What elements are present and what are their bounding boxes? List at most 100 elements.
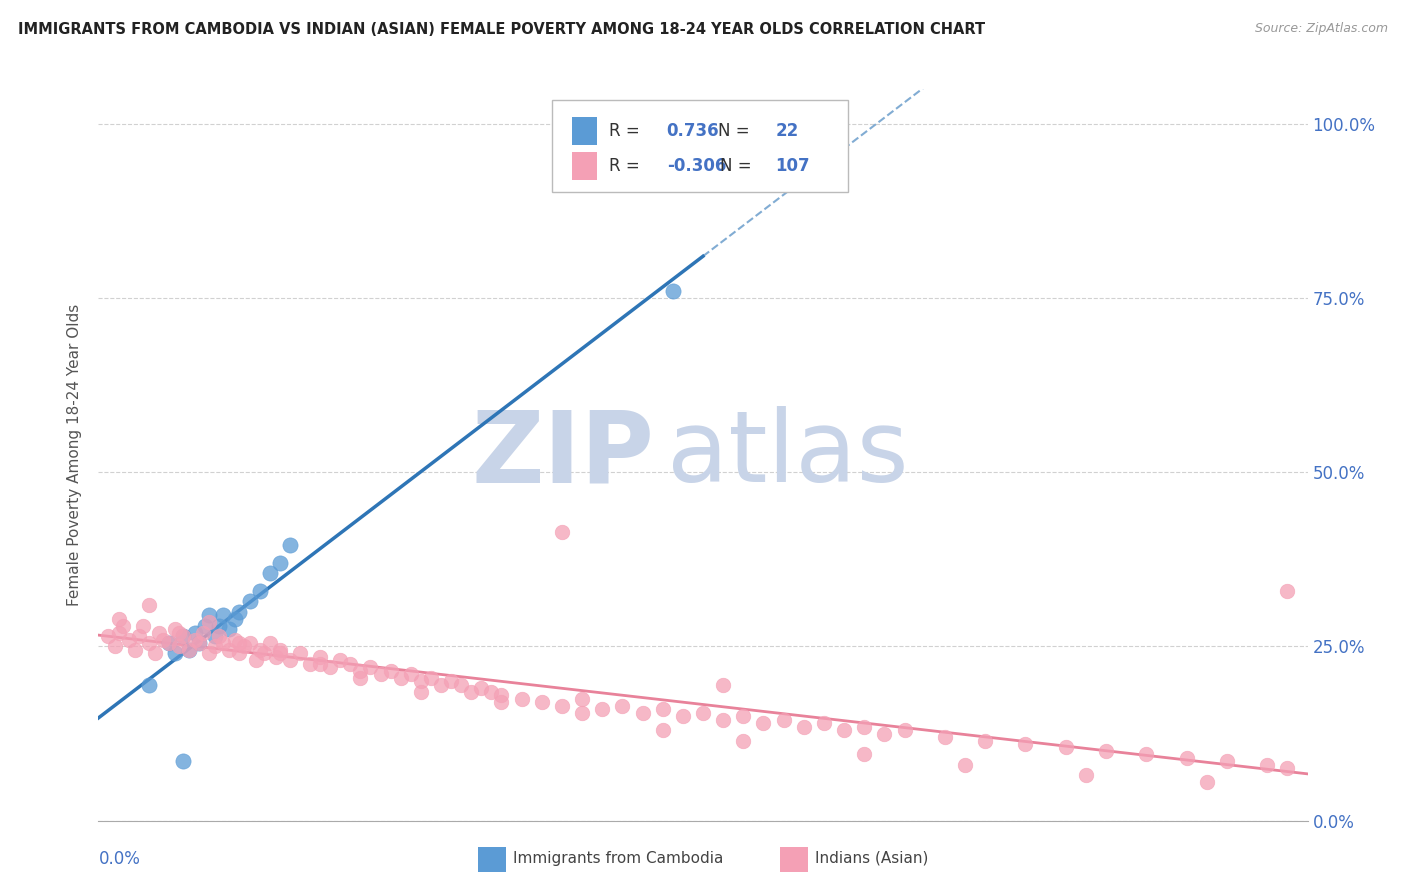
Point	[128, 629, 150, 643]
Point	[152, 632, 174, 647]
Point	[893, 723, 915, 737]
Text: 0.736: 0.736	[666, 122, 720, 140]
Point	[380, 664, 402, 678]
Point	[143, 647, 166, 661]
Point	[228, 636, 250, 650]
Text: atlas: atlas	[666, 407, 908, 503]
Text: R =: R =	[609, 157, 645, 175]
Point	[711, 713, 734, 727]
Point	[934, 730, 956, 744]
Text: N =: N =	[720, 157, 756, 175]
Point	[249, 583, 271, 598]
Point	[118, 632, 141, 647]
Point	[389, 671, 412, 685]
Point	[157, 636, 180, 650]
Point	[138, 678, 160, 692]
Text: N =: N =	[717, 122, 755, 140]
Point	[172, 629, 194, 643]
Point	[172, 629, 194, 643]
FancyBboxPatch shape	[572, 117, 596, 145]
Point	[530, 695, 553, 709]
Point	[772, 713, 794, 727]
Point	[1195, 775, 1218, 789]
Point	[692, 706, 714, 720]
Point	[138, 598, 160, 612]
Point	[1277, 761, 1299, 775]
Point	[409, 685, 432, 699]
Point	[1216, 755, 1239, 769]
Point	[232, 640, 254, 654]
Point	[249, 643, 271, 657]
Point	[651, 702, 673, 716]
Point	[179, 643, 201, 657]
Point	[339, 657, 361, 671]
Point	[571, 691, 593, 706]
Point	[551, 524, 574, 539]
Point	[409, 674, 432, 689]
Point	[198, 647, 221, 661]
Point	[253, 647, 276, 661]
Point	[264, 649, 287, 664]
Point	[269, 647, 291, 661]
Point	[491, 688, 513, 702]
Point	[510, 691, 533, 706]
Point	[224, 612, 246, 626]
Point	[157, 636, 180, 650]
Point	[259, 566, 281, 581]
Text: Immigrants from Cambodia: Immigrants from Cambodia	[513, 851, 724, 865]
FancyBboxPatch shape	[572, 153, 596, 180]
Point	[228, 647, 250, 661]
Point	[204, 640, 226, 654]
Point	[278, 539, 301, 553]
Point	[204, 629, 226, 643]
Point	[299, 657, 322, 671]
Point	[1054, 740, 1077, 755]
Text: ZIP: ZIP	[472, 407, 655, 503]
Point	[138, 636, 160, 650]
Point	[349, 664, 371, 678]
Point	[329, 653, 352, 667]
Point	[107, 612, 129, 626]
Point	[953, 758, 976, 772]
Point	[239, 594, 262, 608]
Point	[853, 720, 876, 734]
Text: Source: ZipAtlas.com: Source: ZipAtlas.com	[1254, 22, 1388, 36]
Point	[198, 615, 221, 629]
Text: -0.306: -0.306	[666, 157, 725, 175]
Point	[309, 657, 332, 671]
Point	[360, 660, 382, 674]
Point	[1277, 583, 1299, 598]
Point	[832, 723, 855, 737]
Point	[1256, 758, 1278, 772]
Point	[184, 625, 207, 640]
Point	[163, 647, 186, 661]
Point	[309, 649, 332, 664]
Point	[813, 716, 835, 731]
Point	[319, 660, 342, 674]
Point	[188, 636, 211, 650]
Point	[711, 678, 734, 692]
Point	[212, 608, 235, 623]
Text: R =: R =	[609, 122, 645, 140]
Point	[612, 698, 634, 713]
Point	[1014, 737, 1036, 751]
Point	[1175, 751, 1198, 765]
Point	[591, 702, 613, 716]
Point	[440, 674, 463, 689]
Point	[239, 636, 262, 650]
Point	[1074, 768, 1097, 782]
Point	[470, 681, 492, 696]
Point	[430, 678, 453, 692]
Point	[974, 733, 997, 747]
Point	[124, 643, 146, 657]
Point	[111, 618, 134, 632]
Point	[188, 636, 211, 650]
Point	[167, 640, 190, 654]
Point	[97, 629, 120, 643]
Point	[218, 643, 240, 657]
Text: 107: 107	[776, 157, 810, 175]
Point	[733, 709, 755, 723]
Text: 22: 22	[776, 122, 799, 140]
Point	[793, 720, 815, 734]
Point	[288, 647, 311, 661]
